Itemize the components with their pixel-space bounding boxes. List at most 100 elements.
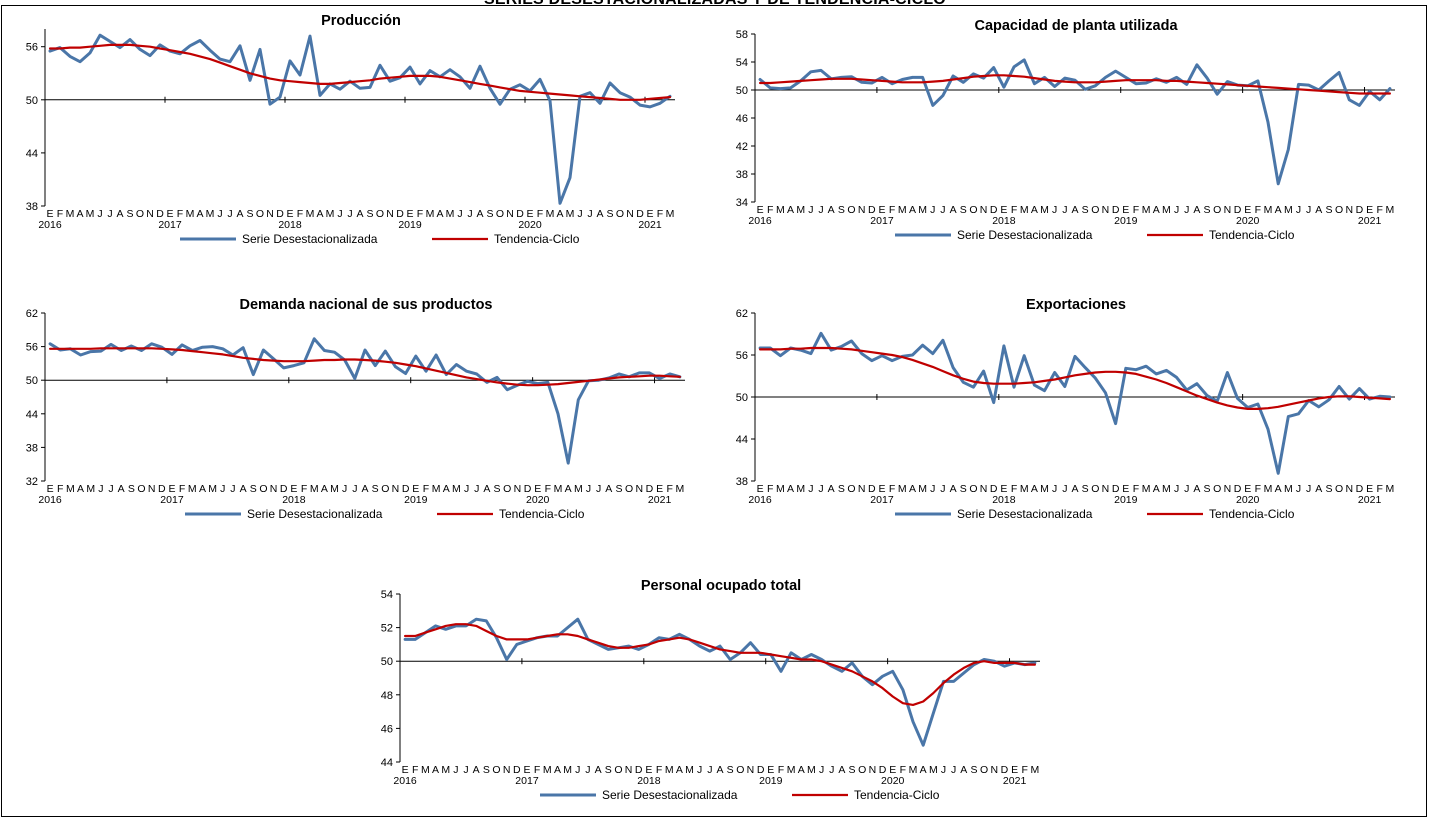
x-month-label: M [666,208,675,220]
x-month-label: E [523,764,530,776]
x-month-label: A [798,764,805,776]
x-month-label: M [1264,204,1273,216]
x-month-label: M [929,764,938,776]
x-month-label: S [1082,483,1089,495]
x-month-label: M [685,764,694,776]
x-month-label: E [767,764,774,776]
series-line-tendencia-ciclo [758,346,1392,411]
x-month-label: N [858,483,866,495]
x-month-label: A [118,483,125,495]
x-month-label: M [676,483,685,495]
x-month-label: M [1142,483,1151,495]
y-tick-label: 50 [26,95,38,107]
x-month-label: J [98,483,103,495]
x-month-label: O [1335,204,1343,216]
x-month-label: J [585,764,590,776]
x-month-label: A [1031,204,1038,216]
x-month-label: O [256,208,264,220]
x-month-label: A [605,483,612,495]
y-tick-label: 52 [381,623,393,635]
x-month-label: A [828,204,835,216]
x-month-label: M [186,208,195,220]
x-month-label: E [526,208,533,220]
x-month-label: D [990,204,998,216]
x-month-label: F [545,483,551,495]
x-month-label: A [1193,204,1200,216]
x-month-label: M [898,483,907,495]
x-month-label: N [392,483,400,495]
x-month-label: S [246,208,253,220]
x-month-label: N [503,764,511,776]
x-month-label: A [473,764,480,776]
x-month-label: N [146,208,154,220]
x-month-label: S [838,204,845,216]
x-month-label: M [1020,204,1029,216]
x-month-label: M [441,764,450,776]
x-month-label: A [1275,204,1282,216]
x-month-label: E [46,208,53,220]
x-year-label: 2019 [404,494,428,506]
x-month-label: J [818,483,823,495]
x-month-label: D [513,764,521,776]
chart-legend: Serie Desestacionalizada Tendencia-Ciclo [895,507,1295,521]
x-month-label: D [757,764,765,776]
x-month-label: M [566,208,575,220]
x-month-label: F [412,764,418,776]
x-month-label: M [1284,483,1293,495]
x-month-label: M [452,483,461,495]
x-month-label: E [1122,204,1129,216]
x-year-label: 2020 [526,494,550,506]
x-month-label: F [1011,483,1017,495]
x-month-label: S [250,483,257,495]
x-month-label: J [586,483,591,495]
x-month-label: O [969,204,977,216]
x-month-label: A [476,208,483,220]
x-month-label: M [776,204,785,216]
legend-label-desestacionalizada: Serie Desestacionalizada [957,228,1093,242]
x-year-label: 2021 [648,494,672,506]
x-month-label: M [554,483,563,495]
x-month-label: S [1325,483,1332,495]
x-month-label: E [1366,204,1373,216]
x-month-label: A [321,483,328,495]
y-tick-label: 56 [26,42,38,54]
series-line-tendencia-ciclo [403,623,1037,706]
x-month-label: M [326,208,335,220]
y-tick-label: 54 [381,589,393,601]
y-tick-label: 58 [736,29,748,41]
x-month-label: A [196,208,203,220]
x-month-label: J [829,764,834,776]
x-month-label: J [1184,483,1189,495]
x-month-label: F [889,483,895,495]
x-month-label: M [918,204,927,216]
x-month-label: J [467,208,472,220]
y-tick-label: 38 [26,201,38,213]
x-month-label: N [506,208,514,220]
x-month-label: M [432,483,441,495]
x-month-label: S [372,483,379,495]
x-month-label: J [941,764,946,776]
x-month-label: F [778,764,784,776]
x-month-label: F [177,208,183,220]
x-month-label: N [869,764,877,776]
x-month-label: N [747,764,755,776]
y-tick-label: 44 [26,148,38,160]
y-tick-label: 50 [736,392,748,404]
x-month-label: A [1071,483,1078,495]
x-month-label: E [1366,483,1373,495]
x-month-label: S [128,483,135,495]
x-month-label: J [352,483,357,495]
x-month-label: N [990,764,998,776]
x-month-label: M [665,764,674,776]
legend-label-tendencia-ciclo: Tendencia-Ciclo [1209,507,1295,521]
x-year-label: 2021 [1003,775,1027,787]
x-month-label: J [108,483,113,495]
x-month-label: O [496,208,504,220]
x-month-label: D [402,483,410,495]
chart-legend: Serie Desestacionalizada Tendencia-Ciclo [895,228,1295,242]
x-month-label: F [1011,204,1017,216]
x-month-label: J [1062,483,1067,495]
x-month-label: A [1275,483,1282,495]
